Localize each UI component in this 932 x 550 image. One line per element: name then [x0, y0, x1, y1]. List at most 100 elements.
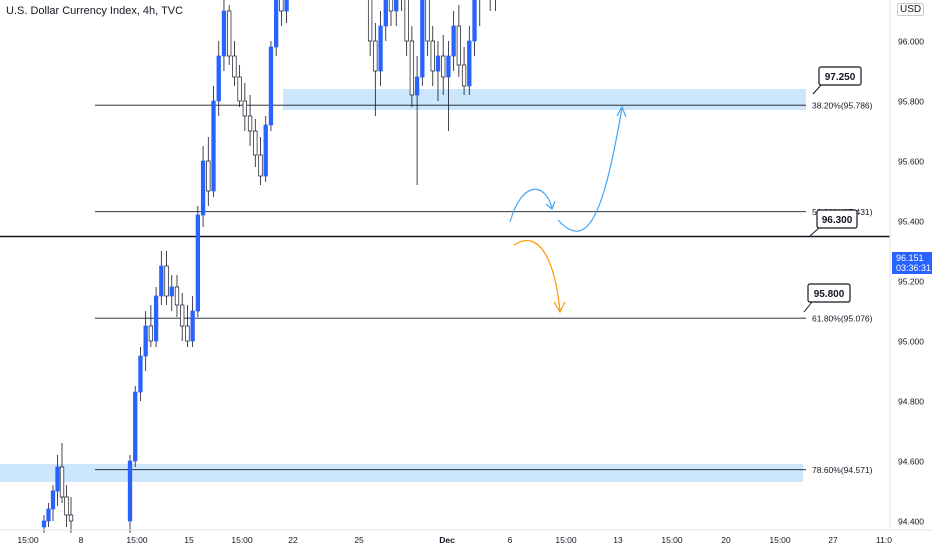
- price-tick-3: 95.000: [898, 337, 924, 347]
- candle-body-57: [388, 0, 394, 12]
- bearish-projection-arrow[interactable]: [513, 239, 561, 312]
- candle-body-72: [467, 40, 472, 87]
- candles: [41, 0, 496, 533]
- candle-body-10: [143, 325, 148, 357]
- price-tick-5: 95.400: [898, 217, 924, 227]
- time-tick-2: 15:00: [126, 535, 148, 545]
- time-tick-5: 22: [288, 535, 298, 545]
- price-tick-2: 94.800: [898, 397, 924, 407]
- candle-body-71: [461, 64, 467, 87]
- time-tick-7: Dec: [439, 535, 455, 545]
- candle-body-22: [206, 160, 211, 192]
- fibonacci-levels: -27.20%(97.753)0.00%(96.935)38.20%(95.78…: [95, 101, 873, 475]
- candle-body-28: [237, 76, 242, 102]
- candle-body-17: [180, 304, 185, 327]
- candle-body-63: [420, 0, 425, 78]
- candle-body-9: [138, 355, 143, 393]
- price-tick-7: 95.800: [898, 97, 924, 107]
- candle-body-1: [46, 508, 51, 522]
- bullish-breakout-arrow[interactable]: [557, 107, 623, 232]
- candle-body-34: [268, 46, 274, 126]
- candle-body-5: [64, 496, 69, 516]
- time-axis[interactable]: 15:00 8 15:00 15 15:00 22 25 Dec 6 15:00 13 15:00 20…: [17, 535, 892, 545]
- time-tick-11: 15:00: [661, 535, 683, 545]
- bearish-projection-arrowhead: [553, 301, 566, 314]
- price-tick-0: 94.400: [898, 517, 924, 527]
- candle-body-35: [274, 0, 279, 48]
- candle-body-62: [414, 76, 420, 96]
- price-axis[interactable]: 94.400 94.600 94.800 95.000 95.200 95.400 95.6…: [898, 0, 924, 527]
- candle-body-60: [404, 0, 409, 42]
- candle-body-6: [68, 514, 74, 522]
- callout-96300-label: 96.300: [822, 215, 853, 226]
- candle-body-31: [253, 130, 258, 156]
- time-tick-9: 15:00: [555, 535, 577, 545]
- price-tick-4: 95.200: [898, 277, 924, 287]
- time-tick-10: 13: [613, 535, 623, 545]
- callout-97250-label: 97.250: [825, 72, 856, 83]
- candle-body-12: [153, 295, 159, 342]
- candle-body-73: [472, 0, 477, 42]
- candle-body-33: [263, 124, 268, 177]
- candle-body-67: [441, 55, 446, 78]
- candle-body-0: [41, 520, 47, 528]
- candle-body-16: [174, 286, 180, 306]
- candle-body-27: [232, 55, 237, 78]
- candle-body-4: [59, 466, 65, 498]
- time-tick-13: 15:00: [769, 535, 791, 545]
- time-tick-4: 15:00: [231, 535, 253, 545]
- candle-body-66: [435, 55, 441, 72]
- candle-body-20: [195, 214, 201, 312]
- current-price-badge: 96.151 03:36:31: [892, 252, 932, 274]
- time-tick-6: 25: [354, 535, 364, 545]
- candle-body-19: [190, 310, 195, 342]
- candle-body-36: [279, 0, 284, 12]
- bullish-breakout-arrowhead: [616, 105, 627, 118]
- time-tick-0: 15:00: [17, 535, 39, 545]
- price-tick-1: 94.600: [898, 457, 924, 467]
- candle-body-25: [221, 10, 227, 57]
- callout-96300[interactable]: 96.300: [809, 209, 858, 237]
- candle-body-24: [216, 55, 221, 102]
- candle-body-53: [367, 0, 373, 42]
- bullish-projection-arrowhead: [545, 200, 556, 211]
- candle-body-11: [148, 325, 154, 342]
- candle-body-8: [133, 391, 138, 462]
- candle-body-3: [55, 466, 60, 492]
- fib-label-2: 38.20%(95.786): [812, 101, 873, 111]
- candle-body-64: [425, 0, 430, 42]
- candle-body-18: [185, 325, 190, 342]
- candle-body-13: [159, 265, 164, 297]
- price-tick-6: 95.600: [898, 157, 924, 167]
- candle-body-55: [378, 25, 383, 72]
- candle-body-15: [169, 286, 174, 297]
- candle-body-30: [247, 115, 253, 132]
- price-tick-8: 96.000: [898, 37, 924, 47]
- fib-label-5: 78.60%(94.571): [812, 465, 873, 475]
- candle-body-61: [409, 40, 415, 96]
- candle-body-32: [258, 154, 263, 177]
- time-tick-8: 6: [508, 535, 513, 545]
- callout-95800-label: 95.800: [814, 289, 845, 300]
- candle-body-56: [383, 0, 388, 27]
- currency-button[interactable]: USD: [897, 3, 925, 16]
- time-tick-14: 27: [828, 535, 838, 545]
- candle-body-69: [451, 25, 456, 57]
- time-tick-1: 8: [79, 535, 84, 545]
- callout-97250[interactable]: 97.250: [812, 66, 862, 95]
- candle-body-7: [127, 460, 133, 522]
- candle-body-65: [430, 40, 435, 72]
- time-tick-12: 20: [721, 535, 731, 545]
- candle-body-23: [211, 100, 216, 192]
- zone-2: [283, 89, 806, 110]
- candle-body-37: [284, 0, 289, 12]
- callout-95800[interactable]: 95.800: [803, 283, 851, 313]
- zone-3: [0, 464, 803, 482]
- candle-body-29: [242, 100, 247, 117]
- bullish-projection-arrow[interactable]: [509, 188, 553, 223]
- time-tick-3: 15: [184, 535, 194, 545]
- candle-body-2: [50, 490, 56, 510]
- bar-countdown: 03:36:31: [896, 263, 932, 273]
- candle-body-21: [200, 160, 206, 216]
